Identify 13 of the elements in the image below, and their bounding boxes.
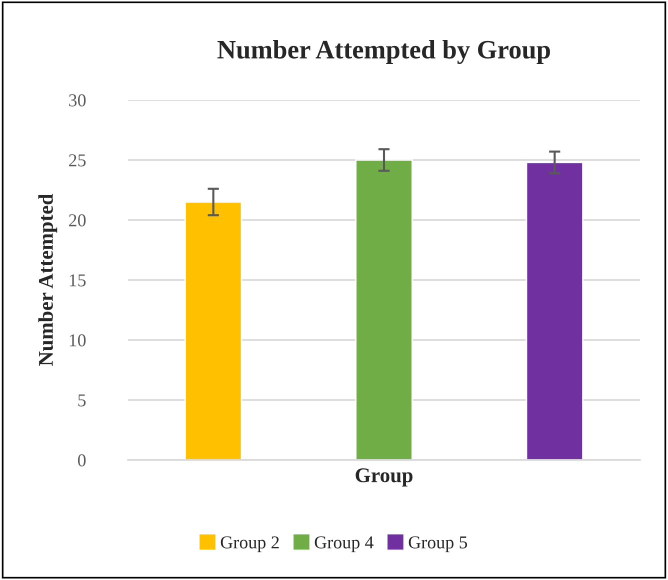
legend-label: Group 2 [220,536,279,552]
legend-label: Group 5 [408,536,468,552]
legend-label: Group 4 [314,536,374,552]
y-tick-label: 0 [78,454,86,466]
y-tick-label: 15 [70,274,86,286]
y-tick-label: 5 [78,394,86,406]
y-tick-label: 30 [69,94,86,106]
y-axis-title: Number Attempted [38,194,58,366]
y-tick-label: 20 [69,214,86,226]
x-axis-title: Group [356,468,412,487]
y-tick-label: 25 [69,154,86,166]
y-tick-label: 10 [70,334,86,346]
chart-title: Number Attempted by Group [217,40,550,64]
